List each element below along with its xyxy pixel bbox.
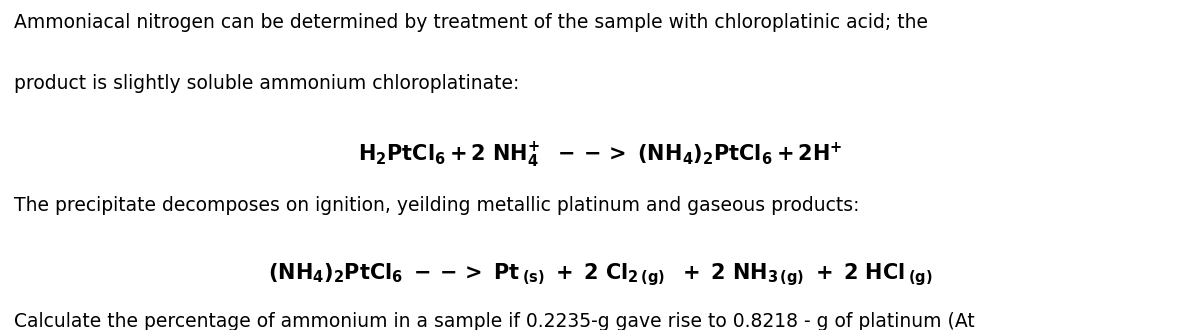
Text: $\mathbf{H_2PtCl_6 + 2\ NH_4^{+}\ \ --> \ (NH_4)_2PtCl_6 + 2H^{+}}$: $\mathbf{H_2PtCl_6 + 2\ NH_4^{+}\ \ --> … [358, 140, 842, 170]
Text: product is slightly soluble ammonium chloroplatinate:: product is slightly soluble ammonium chl… [14, 74, 520, 93]
Text: The precipitate decomposes on ignition, yeilding metallic platinum and gaseous p: The precipitate decomposes on ignition, … [14, 196, 860, 215]
Text: Calculate the percentage of ammonium in a sample if 0.2235-g gave rise to 0.8218: Calculate the percentage of ammonium in … [14, 312, 976, 330]
Text: Ammoniacal nitrogen can be determined by treatment of the sample with chloroplat: Ammoniacal nitrogen can be determined by… [14, 13, 929, 32]
Text: $\mathbf{(NH_4)_2PtCl_6\ -->\ Pt\,_{(s)}\ +\ 2\ Cl_{2\,(g)}\ \ +\ 2\ NH_{3\,(g)}: $\mathbf{(NH_4)_2PtCl_6\ -->\ Pt\,_{(s)}… [268, 261, 932, 287]
